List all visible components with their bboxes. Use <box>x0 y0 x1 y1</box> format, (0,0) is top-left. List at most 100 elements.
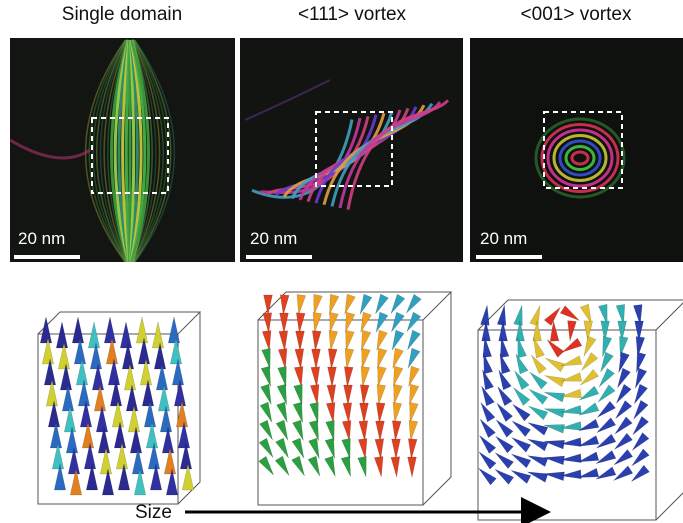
spin-cone <box>313 294 323 315</box>
spin-cone <box>71 316 85 344</box>
spin-cone <box>275 437 289 459</box>
spin-cone <box>291 455 305 477</box>
spin-cone <box>67 447 81 475</box>
spin-cone <box>277 348 288 369</box>
spin-cone <box>530 354 547 375</box>
spin-cone <box>619 336 629 357</box>
spin-cone <box>482 336 492 358</box>
spin-cone <box>279 294 290 316</box>
spin-cone <box>600 320 610 342</box>
fringe <box>134 39 176 262</box>
fringe <box>99 39 128 262</box>
spin-cone <box>598 367 615 388</box>
spin-cone <box>407 456 417 478</box>
spin-cone <box>544 439 565 450</box>
spin-cone <box>324 455 336 477</box>
spin-cone <box>259 419 273 441</box>
spin-cone <box>392 347 404 369</box>
scale-label: 20 nm <box>480 229 527 248</box>
spin-cone <box>561 355 583 367</box>
spin-cone <box>95 405 109 433</box>
fringe <box>103 39 128 262</box>
spin-cone <box>107 358 121 386</box>
spin-cone <box>135 316 149 344</box>
spin-cone <box>515 320 525 342</box>
spin-cone <box>527 455 549 467</box>
spin-cone <box>127 405 141 433</box>
cube-edge <box>477 329 657 521</box>
spin-cone <box>578 451 600 463</box>
spin-cone <box>113 421 127 449</box>
spin-cone <box>65 426 79 454</box>
spin-cone <box>636 351 647 373</box>
spin-cone <box>517 337 527 359</box>
spin-cone <box>326 384 337 406</box>
spin-cone <box>259 401 273 423</box>
spin-cone <box>69 468 83 496</box>
spin-cone <box>479 435 497 454</box>
spin-cone <box>277 366 287 387</box>
fringe <box>92 39 127 262</box>
spin-cone <box>91 363 105 391</box>
spin-cone <box>357 438 368 459</box>
spin-cone <box>260 365 271 387</box>
spin-cone <box>343 384 353 406</box>
fringe <box>570 150 590 166</box>
spin-cone <box>105 337 119 365</box>
spin-cone <box>479 418 496 439</box>
spin-cone <box>375 311 389 333</box>
spin-cone <box>325 402 336 423</box>
spin-cone <box>376 384 387 405</box>
spin-cone <box>533 337 545 359</box>
spin-cone <box>578 418 600 431</box>
spin-cone <box>292 401 303 423</box>
spin-cone <box>527 471 549 483</box>
spin-cone <box>480 304 490 326</box>
fringe <box>131 39 153 262</box>
spin-cone <box>393 365 404 387</box>
spin-cone <box>324 437 335 459</box>
spin-cone <box>407 438 418 460</box>
spin-cone <box>511 453 532 469</box>
spin-cone <box>77 379 91 407</box>
holography-image <box>240 38 463 262</box>
spin-cone <box>99 447 113 475</box>
fringe <box>10 138 91 160</box>
spin-cone <box>483 353 494 375</box>
fringe <box>117 39 131 262</box>
spin-cone <box>616 383 632 404</box>
spin-cone <box>143 400 157 428</box>
fringe <box>546 128 614 188</box>
spin-cone <box>545 357 566 373</box>
fringe <box>130 39 150 262</box>
spin-cone <box>544 455 565 466</box>
spin-cone <box>133 468 147 496</box>
spin-cone <box>151 321 165 349</box>
cube-edge <box>477 299 683 521</box>
spin-cone <box>278 330 289 352</box>
cube-edge <box>257 291 453 506</box>
spin-cone <box>308 437 320 459</box>
spin-cone <box>618 351 630 373</box>
spin-models <box>37 291 683 521</box>
region-box <box>315 111 393 187</box>
spin-cone <box>341 438 351 459</box>
fringes <box>244 79 450 210</box>
spin-cone <box>83 442 97 470</box>
spin-cone <box>391 311 405 333</box>
spin-cone <box>409 402 419 423</box>
spin-cone <box>583 335 597 357</box>
spin-cone <box>560 469 582 479</box>
spin-cone <box>57 342 71 370</box>
fringe <box>132 39 165 262</box>
spin-cone <box>141 379 155 407</box>
scale-label: 20 nm <box>250 229 297 248</box>
axis-label: Size <box>135 502 172 523</box>
spin-cone <box>515 353 529 375</box>
spin-cone <box>125 384 139 412</box>
spin-cone <box>613 449 634 466</box>
spin-cone <box>510 470 532 484</box>
spin-cone <box>495 419 514 438</box>
spin-cone <box>53 463 67 491</box>
spin-cone <box>73 337 87 365</box>
